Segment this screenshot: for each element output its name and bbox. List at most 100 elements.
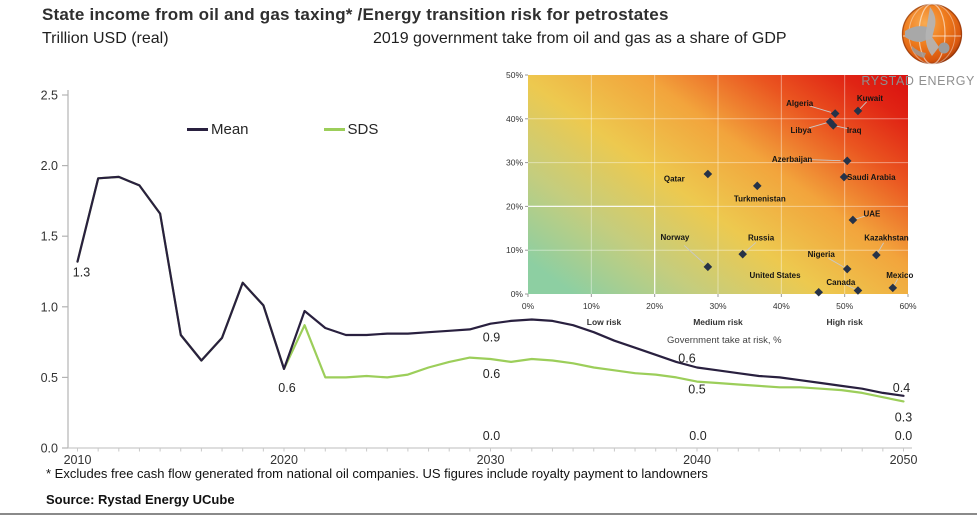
y-axis-tick-label: 0.5 [41,371,58,385]
scatter-point-uae [848,215,858,225]
mean-line-swatch [187,128,208,131]
inset-axes: 0% 10% 20% 30% 40% 50% 0% 10% 20% 30% 40% 50% 60% Low… [506,70,917,346]
inset-x-tick-label: 0% [522,301,535,311]
line-chart-units-label: Trillion USD (real) [42,30,169,47]
country-label-norway: Norway [660,233,689,242]
country-label-libya: Libya [791,126,812,135]
country-label-nigeria: Nigeria [808,250,836,259]
scatter-point-kuwait [853,106,863,116]
scatter-point-iraq [828,121,838,130]
data-label: 0.3 [895,410,912,424]
inset-x-tick-label: 50% [836,301,853,311]
inset-x-tick-label: 60% [899,301,916,311]
x-axis-tick-label: 2010 [64,453,92,467]
country-label-russia: Russia [748,234,775,243]
legend-item-mean: Mean [187,121,249,138]
inset-y-tick-label: 0% [511,289,524,299]
mean-series-line [76,175,905,397]
leader-line-libya [809,122,827,129]
page-title: State income from oil and gas taxing* /E… [42,5,669,24]
inset-y-tick-label: 10% [506,245,523,255]
leader-line-uae [855,215,867,220]
country-label-iraq: Iraq [847,126,862,135]
scatter-point-algeria [830,109,840,118]
y-axis-tick-label: 1.5 [41,230,58,244]
scatter-point-saudi-arabia [839,172,849,182]
leader-line-russia [744,242,757,253]
risk-gradient-background [528,75,908,294]
data-label: 1.3 [73,266,90,280]
main-chart-axes: 0.0 0.5 1.0 1.5 2.0 2.5 2010 2020 2030 2040 2050 [41,89,918,468]
x-axis-tick-label: 2050 [890,453,918,467]
x-axis-tick-label: 2020 [270,453,298,467]
rystad-logo-text: RYSTAD ENERGY [861,74,975,88]
inset-chart-title: 2019 government take from oil and gas as… [373,30,787,47]
line-chart-legend: Mean SDS [187,121,378,138]
leader-line-nigeria [828,257,845,268]
data-label: 0.4 [893,381,910,395]
scatter-point-canada [853,286,863,295]
inset-gridlines [528,75,908,294]
country-label-kuwait: Kuwait [857,94,884,103]
footnote: * Excludes free cash flow generated from… [46,466,708,481]
y-axis-tick-label: 0.0 [41,442,58,456]
country-label-uae: UAE [863,210,881,219]
inset-x-axis-title: Government take at risk, % [667,335,782,346]
y-axis-tick-label: 1.0 [41,300,58,314]
x-axis-tick-label: 2030 [477,453,505,467]
risk-zone-label: Medium risk [693,317,743,327]
scatter-point-azerbaijan [842,156,852,166]
scatter-point-norway [703,262,713,272]
country-label-mexico: Mexico [886,271,913,280]
country-labels: Algeria Kuwait Libya Iraq Azerbaijan Qatar Sau… [660,94,913,287]
leader-line-norway [683,245,705,264]
data-label: 0.5 [688,383,705,397]
rystad-globe-icon [901,3,963,65]
inset-y-tick-label: 20% [506,201,523,211]
data-label: 0.9 [483,331,500,345]
data-label: 0.0 [895,429,912,443]
sds-line-swatch [323,128,345,131]
leader-line-iraq [835,125,849,130]
data-label: 0.6 [678,352,695,366]
country-label-canada: Canada [826,278,855,287]
country-label-united-states: United States [749,271,801,280]
data-label: 0.0 [689,429,706,443]
scatter-point-russia [738,249,747,259]
scatter-point-qatar [703,169,713,179]
rystad-logo: RYSTAD ENERGY [861,2,975,88]
y-axis-tick-label: 2.0 [41,159,58,173]
bottom-divider [0,513,977,515]
scatter-point-turkmenistan [752,181,762,191]
scatter-point-kazakhstan [872,250,881,260]
inset-x-tick-label: 10% [583,301,600,311]
country-label-qatar: Qatar [664,175,685,184]
label-leader-lines [683,101,899,290]
country-label-algeria: Algeria [786,99,814,108]
scatter-point-united-states [814,287,823,297]
x-axis-tick-label: 2040 [683,453,711,467]
transition-risk-scatter-chart: 0% 10% 20% 30% 40% 50% 0% 10% 20% 30% 40% 50% 60% Low… [506,70,917,346]
inset-y-tick-label: 50% [506,70,523,80]
legend-label-mean: Mean [211,121,249,138]
source-label: Source: Rystad Energy UCube [46,492,235,507]
country-label-turkmenistan: Turkmenistan [734,194,786,203]
inset-y-tick-label: 40% [506,114,523,124]
country-label-kazakhstan: Kazakhstan [864,234,909,243]
country-points [703,106,898,297]
leader-line-canada [845,284,857,290]
risk-zone-label: Low risk [587,317,622,327]
risk-zone-label: High risk [826,317,863,327]
leader-line-azerbaijan [807,159,841,162]
inset-x-tick-label: 40% [773,301,790,311]
y-axis-tick-label: 2.5 [41,89,58,103]
country-label-saudi-arabia: Saudi Arabia [847,173,896,182]
inset-x-tick-label: 20% [646,301,663,311]
data-label: 0.6 [483,367,500,381]
country-label-azerbaijan: Azerbaijan [772,155,813,164]
scatter-point-mexico [888,283,898,293]
leader-line-kazakhstan [877,242,885,254]
scatter-point-nigeria [842,264,852,274]
